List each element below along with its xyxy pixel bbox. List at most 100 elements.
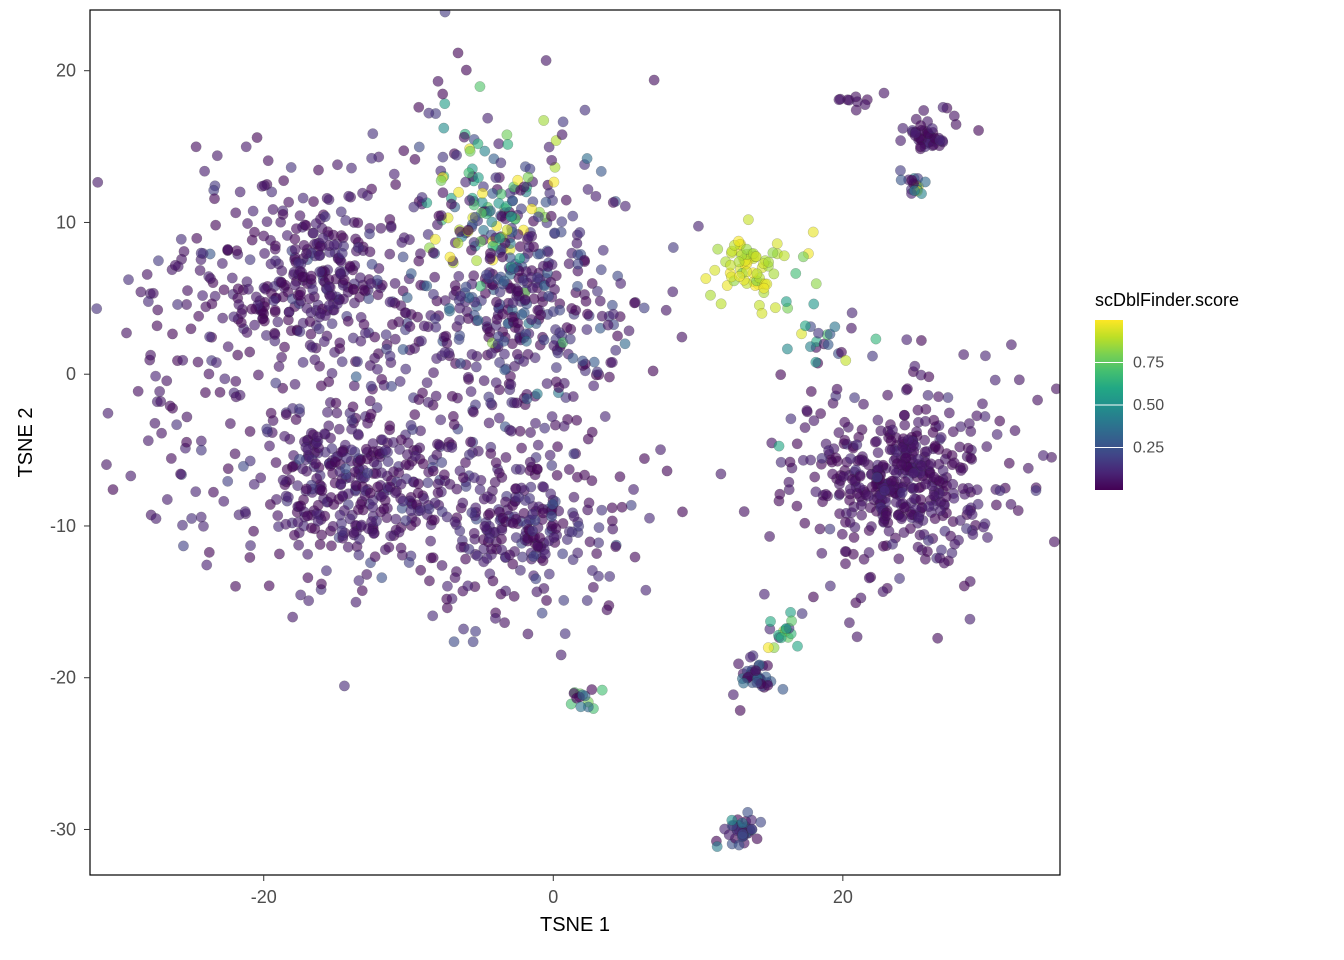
scatter-point: [508, 559, 518, 569]
scatter-point: [507, 196, 517, 206]
scatter-point: [234, 299, 244, 309]
scatter-point: [1010, 425, 1020, 435]
scatter-point: [859, 554, 869, 564]
scatter-point: [355, 273, 365, 283]
scatter-point: [881, 510, 891, 520]
scatter-point: [750, 665, 760, 675]
scatter-point: [126, 471, 136, 481]
scatter-point: [317, 485, 327, 495]
scatter-point: [958, 349, 968, 359]
scatter-point: [895, 135, 905, 145]
scatter-point: [572, 472, 582, 482]
scatter-chart: -20020 -30-20-1001020 TSNE 1 TSNE 2 scDb…: [0, 0, 1344, 960]
scatter-point: [368, 128, 378, 138]
scatter-point: [914, 512, 924, 522]
scatter-point: [745, 652, 755, 662]
scatter-point: [454, 271, 464, 281]
scatter-point: [587, 684, 597, 694]
scatter-point: [436, 175, 446, 185]
scatter-point: [148, 288, 158, 298]
scatter-point: [897, 487, 907, 497]
scatter-point: [770, 302, 780, 312]
scatter-point: [607, 503, 617, 513]
scatter-point: [264, 581, 274, 591]
scatter-point: [302, 511, 312, 521]
scatter-point: [582, 595, 592, 605]
scatter-point: [150, 418, 160, 428]
scatter-point: [262, 216, 272, 226]
scatter-point: [330, 457, 340, 467]
scatter-point: [351, 372, 361, 382]
scatter-point: [295, 290, 305, 300]
scatter-point: [244, 347, 254, 357]
scatter-point: [219, 285, 229, 295]
scatter-point: [972, 485, 982, 495]
scatter-point: [444, 303, 454, 313]
scatter-point: [615, 471, 625, 481]
scatter-point: [751, 251, 761, 261]
scatter-point: [303, 573, 313, 583]
scatter-point: [830, 322, 840, 332]
scatter-point: [266, 259, 276, 269]
scatter-point: [469, 473, 479, 483]
scatter-point: [592, 286, 602, 296]
scatter-point: [455, 526, 465, 536]
scatter-point: [752, 269, 762, 279]
scatter-point: [259, 248, 269, 258]
scatter-point: [423, 478, 433, 488]
scatter-point: [453, 48, 463, 58]
scatter-point: [245, 552, 255, 562]
scatter-point: [359, 319, 369, 329]
scatter-point: [677, 507, 687, 517]
scatter-point: [385, 351, 395, 361]
scatter-point: [466, 245, 476, 255]
scatter-point: [492, 314, 502, 324]
scatter-point: [253, 370, 263, 380]
scatter-point: [455, 291, 465, 301]
scatter-point: [276, 277, 286, 287]
scatter-point: [844, 617, 854, 627]
scatter-point: [396, 543, 406, 553]
scatter-point: [335, 343, 345, 353]
scatter-point: [1074, 483, 1084, 493]
scatter-point: [577, 356, 587, 366]
scatter-point: [792, 501, 802, 511]
scatter-point: [939, 558, 949, 568]
scatter-point: [336, 447, 346, 457]
scatter-point: [389, 169, 399, 179]
scatter-point: [468, 407, 478, 417]
scatter-point: [517, 309, 527, 319]
scatter-point: [453, 187, 463, 197]
scatter-point: [552, 441, 562, 451]
scatter-point: [811, 357, 821, 367]
scatter-point: [597, 311, 607, 321]
scatter-point: [608, 309, 618, 319]
scatter-point: [435, 415, 445, 425]
scatter-point: [471, 362, 481, 372]
scatter-point: [808, 592, 818, 602]
scatter-point: [923, 390, 933, 400]
scatter-point: [398, 252, 408, 262]
scatter-point: [93, 177, 103, 187]
scatter-point: [196, 512, 206, 522]
scatter-point: [463, 225, 473, 235]
scatter-point: [437, 89, 447, 99]
scatter-point: [574, 521, 584, 531]
scatter-point: [840, 435, 850, 445]
scatter-point: [576, 702, 586, 712]
scatter-point: [903, 435, 913, 445]
scatter-point: [705, 290, 715, 300]
scatter-point: [484, 533, 494, 543]
scatter-point: [834, 508, 844, 518]
scatter-point: [384, 542, 394, 552]
scatter-point: [539, 335, 549, 345]
scatter-point: [990, 375, 1000, 385]
scatter-point: [791, 268, 801, 278]
scatter-point: [854, 455, 864, 465]
scatter-point: [520, 295, 530, 305]
scatter-point: [123, 274, 133, 284]
scatter-point: [982, 441, 992, 451]
scatter-point: [781, 296, 791, 306]
scatter-point: [439, 470, 449, 480]
scatter-point: [509, 263, 519, 273]
